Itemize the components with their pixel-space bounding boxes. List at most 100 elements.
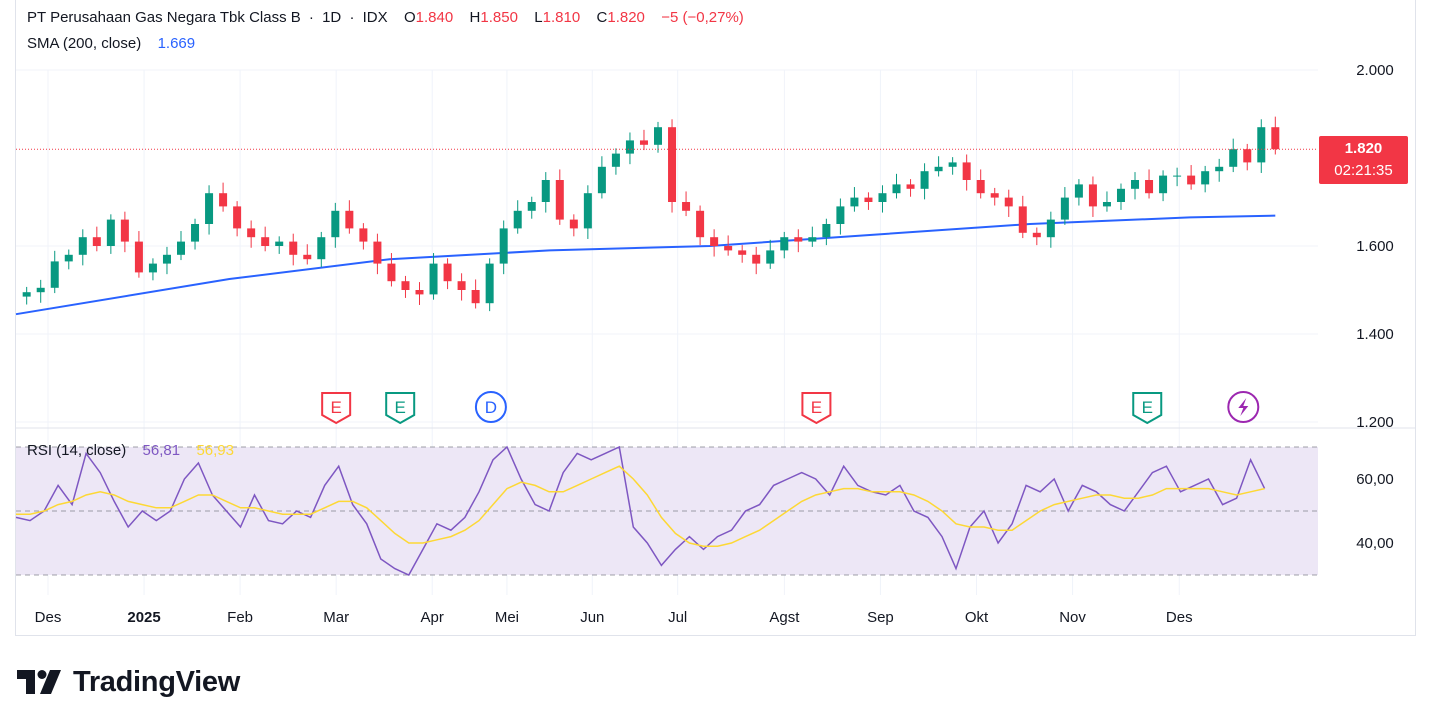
candle-body: [654, 127, 663, 145]
candle-body: [1145, 180, 1154, 194]
earnings-marker: E: [801, 392, 832, 425]
earnings-badge: [385, 392, 416, 425]
dividend-marker: D: [474, 391, 507, 423]
candle-body: [541, 180, 550, 202]
rsi-tick-label: 60,00: [1356, 471, 1394, 488]
candle-body: [303, 254, 312, 260]
rsi-pane: [15, 445, 1318, 576]
sma-line: [15, 214, 1276, 316]
candle-body: [1159, 175, 1168, 194]
candle-body: [1173, 175, 1182, 177]
tradingview-logo[interactable]: TradingView: [17, 664, 240, 700]
candle-body: [976, 180, 985, 194]
candle-body: [415, 290, 424, 295]
candle-body: [1046, 219, 1055, 238]
dividend-label: D: [485, 398, 497, 417]
candle-body: [696, 210, 705, 238]
high-value: 1.850: [480, 9, 518, 26]
candle-body: [639, 140, 648, 145]
rsi-axis: 60,00 40,00: [1356, 471, 1394, 552]
rsi-line: [15, 445, 1266, 576]
time-axis[interactable]: Des 2025 Feb Mar Apr Mei Jun Jul Agst Sep Okt Nov De…: [35, 609, 1193, 626]
candle-body: [22, 292, 31, 297]
rsi-value: 56,81: [142, 442, 181, 459]
low-value: 1.810: [542, 9, 581, 26]
earnings-marker: E: [1132, 392, 1163, 425]
chart-canvas[interactable]: 2.000 1.600 1.400 1.200 E E D E E 60,00 40,00 De…: [0, 0, 1431, 640]
candle-body: [148, 263, 157, 273]
candle-body: [78, 237, 87, 255]
candle-body: [990, 193, 999, 198]
candle-body: [822, 224, 831, 238]
candle-body: [555, 180, 564, 220]
price-tick-label: 2.000: [1356, 62, 1394, 79]
interval-label[interactable]: 1D: [322, 9, 342, 26]
time-tick-label: Agst: [769, 609, 800, 626]
candle-body: [106, 219, 115, 246]
candle-body: [1229, 149, 1238, 167]
candle-body: [50, 261, 59, 288]
candle-body: [134, 241, 143, 273]
candle-body: [64, 254, 73, 262]
earnings-label: E: [811, 398, 822, 417]
candle-body: [261, 237, 270, 246]
candle-body: [499, 228, 508, 264]
high-label: H: [469, 9, 481, 26]
time-tick-label: Mar: [323, 609, 349, 626]
candle-body: [1215, 166, 1224, 172]
candle-body: [1088, 184, 1097, 207]
rsi-ma-value: 56,93: [196, 442, 234, 459]
candle-body: [668, 127, 677, 202]
close-value: 1.820: [607, 9, 645, 26]
candle-body: [1032, 232, 1041, 238]
candle-body: [850, 197, 859, 207]
candle-body: [429, 263, 438, 295]
earnings-badge: [801, 392, 832, 425]
candle-body: [724, 246, 733, 251]
candle-body: [1004, 197, 1013, 207]
candle-body: [611, 153, 620, 167]
rsi-label: RSI (14, close): [27, 442, 127, 459]
symbol-name[interactable]: PT Perusahaan Gas Negara Tbk Class B: [27, 9, 301, 26]
price-tick-label: 1.600: [1356, 238, 1394, 255]
time-tick-label: Sep: [867, 609, 894, 626]
rsi-legend[interactable]: RSI (14, close) 56,81 56,93: [27, 442, 234, 459]
candle-body: [738, 250, 747, 255]
sma-200-line: [15, 214, 1276, 316]
dividend-circle: [474, 391, 507, 423]
open-value: 1.840: [415, 9, 454, 26]
candle-body: [1116, 188, 1125, 202]
low-label: L: [534, 9, 543, 26]
candle-body: [962, 162, 971, 180]
chart-frame: [15, 0, 1416, 636]
candle-body: [289, 241, 298, 255]
candle-body: [625, 140, 634, 154]
price-axis[interactable]: 2.000 1.600 1.400 1.200: [1356, 62, 1394, 431]
candle-body: [387, 263, 396, 282]
candle-body: [1201, 171, 1210, 185]
candle-body: [934, 166, 943, 172]
time-tick-label: Nov: [1059, 609, 1086, 626]
lightning-icon: [1238, 398, 1249, 416]
separator-2: ·: [349, 9, 355, 26]
candle-body: [36, 287, 45, 293]
candle-body: [1243, 149, 1252, 163]
earnings-badge: [321, 392, 352, 425]
close-label: C: [596, 9, 608, 26]
candle-body: [1102, 202, 1111, 207]
candle-body: [1187, 175, 1196, 185]
candle-body: [948, 162, 957, 167]
candle-body: [233, 206, 242, 229]
earnings-label: E: [1142, 398, 1153, 417]
sma-legend[interactable]: SMA (200, close) 1.669: [27, 35, 195, 52]
candle-body: [766, 250, 775, 264]
candle-body: [471, 290, 480, 304]
open-label: O: [403, 9, 416, 26]
candle-body: [836, 206, 845, 224]
time-tick-label: Apr: [421, 609, 444, 626]
candle-body: [1257, 127, 1266, 163]
candle-body: [373, 241, 382, 264]
price-tick-label: 1.200: [1356, 414, 1394, 431]
symbol-legend: PT Perusahaan Gas Negara Tbk Class B · 1…: [27, 9, 744, 26]
candle-body: [443, 263, 452, 282]
